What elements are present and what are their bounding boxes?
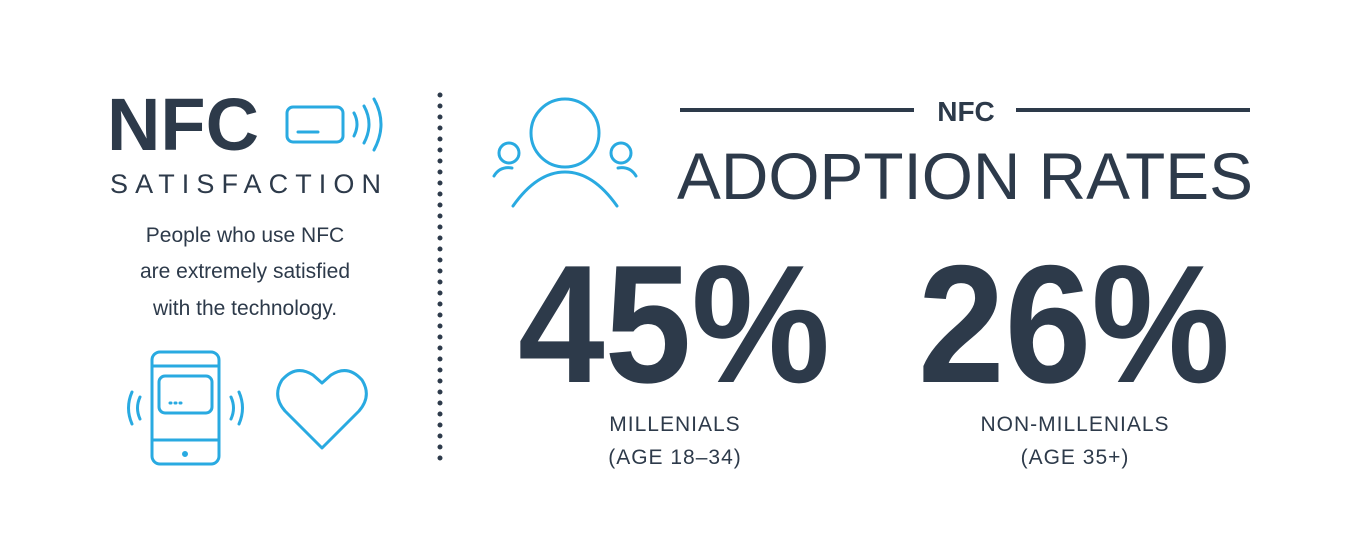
stat-label: NON-MILLENIALS (980, 413, 1169, 436)
stat-value: 45% (518, 230, 830, 418)
right-title: ADOPTION RATES (677, 139, 1253, 213)
kicker: NFC (937, 96, 995, 127)
stat-label: (AGE 35+) (1021, 446, 1130, 469)
stat-label: MILLENIALS (609, 413, 740, 436)
description-line: People who use NFC (146, 224, 344, 247)
description-line: with the technology. (152, 297, 337, 320)
stat-value: 26% (918, 230, 1230, 418)
stat-label: (AGE 18–34) (608, 446, 742, 469)
left-subtitle: SATISFACTION (110, 169, 386, 199)
card-icon (285, 97, 383, 152)
people-icon (492, 97, 638, 208)
phone-icon (127, 350, 244, 466)
heart-icon (276, 369, 368, 450)
left-title: NFC (107, 83, 259, 166)
description-line: are extremely satisfied (140, 260, 350, 283)
